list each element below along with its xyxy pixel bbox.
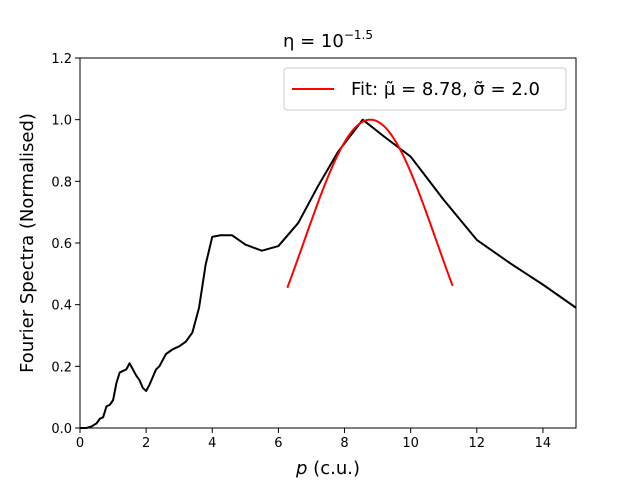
chart-title: η = 10−1.5 — [283, 28, 373, 52]
y-tick-label: 1.2 — [51, 52, 72, 67]
series-group — [80, 118, 577, 429]
x-tick-label: 2 — [142, 436, 150, 451]
x-tick-label: 8 — [340, 436, 348, 451]
y-tick-label: 0.2 — [51, 360, 72, 375]
legend-label-fit: Fit: μ̃ = 8.78, σ̃ = 2.0 — [351, 79, 540, 100]
series-line-fit — [286, 118, 454, 289]
y-tick-label: 0.4 — [51, 299, 72, 314]
x-tick-label: 4 — [208, 436, 216, 451]
legend: Fit: μ̃ = 8.78, σ̃ = 2.0 — [283, 67, 567, 111]
y-axis-label: Fourier Spectra (Normalised) — [17, 113, 38, 373]
plot-area-frame — [79, 57, 577, 429]
x-tick-label: 6 — [274, 436, 282, 451]
legend-box — [283, 67, 567, 111]
x-axis-label: p (c.u.) — [295, 458, 360, 479]
y-tick-label: 0.6 — [51, 237, 72, 252]
ticks: 0 2 4 6 8 10 12 14 0.0 0.2 0.4 0.6 0.8 1.0 1.2 — [51, 52, 551, 451]
x-tick-label: 10 — [402, 436, 419, 451]
x-tick-label: 0 — [76, 436, 84, 451]
x-tick-label: 14 — [535, 436, 552, 451]
chart-title-exponent: −1.5 — [344, 28, 373, 42]
y-tick-label: 0.8 — [51, 175, 72, 190]
y-tick-label: 1.0 — [51, 114, 72, 129]
series-line-spectrum — [80, 118, 577, 429]
x-tick-label: 12 — [469, 436, 486, 451]
y-tick-label: 0.0 — [51, 422, 72, 437]
